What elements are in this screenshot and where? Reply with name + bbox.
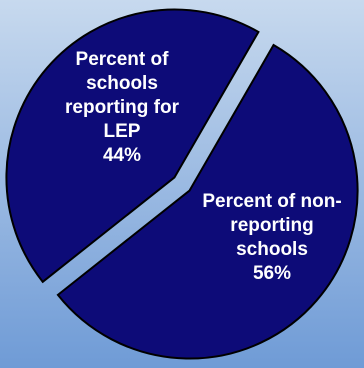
slice-label-non-reporting: Percent of non- reporting schools 56% [202, 191, 342, 284]
pie-slice-reporting [5, 8, 260, 284]
pie-slice-non-reporting [56, 43, 359, 360]
slice-label-reporting: Percent of schools reporting for LEP 44% [65, 49, 179, 166]
